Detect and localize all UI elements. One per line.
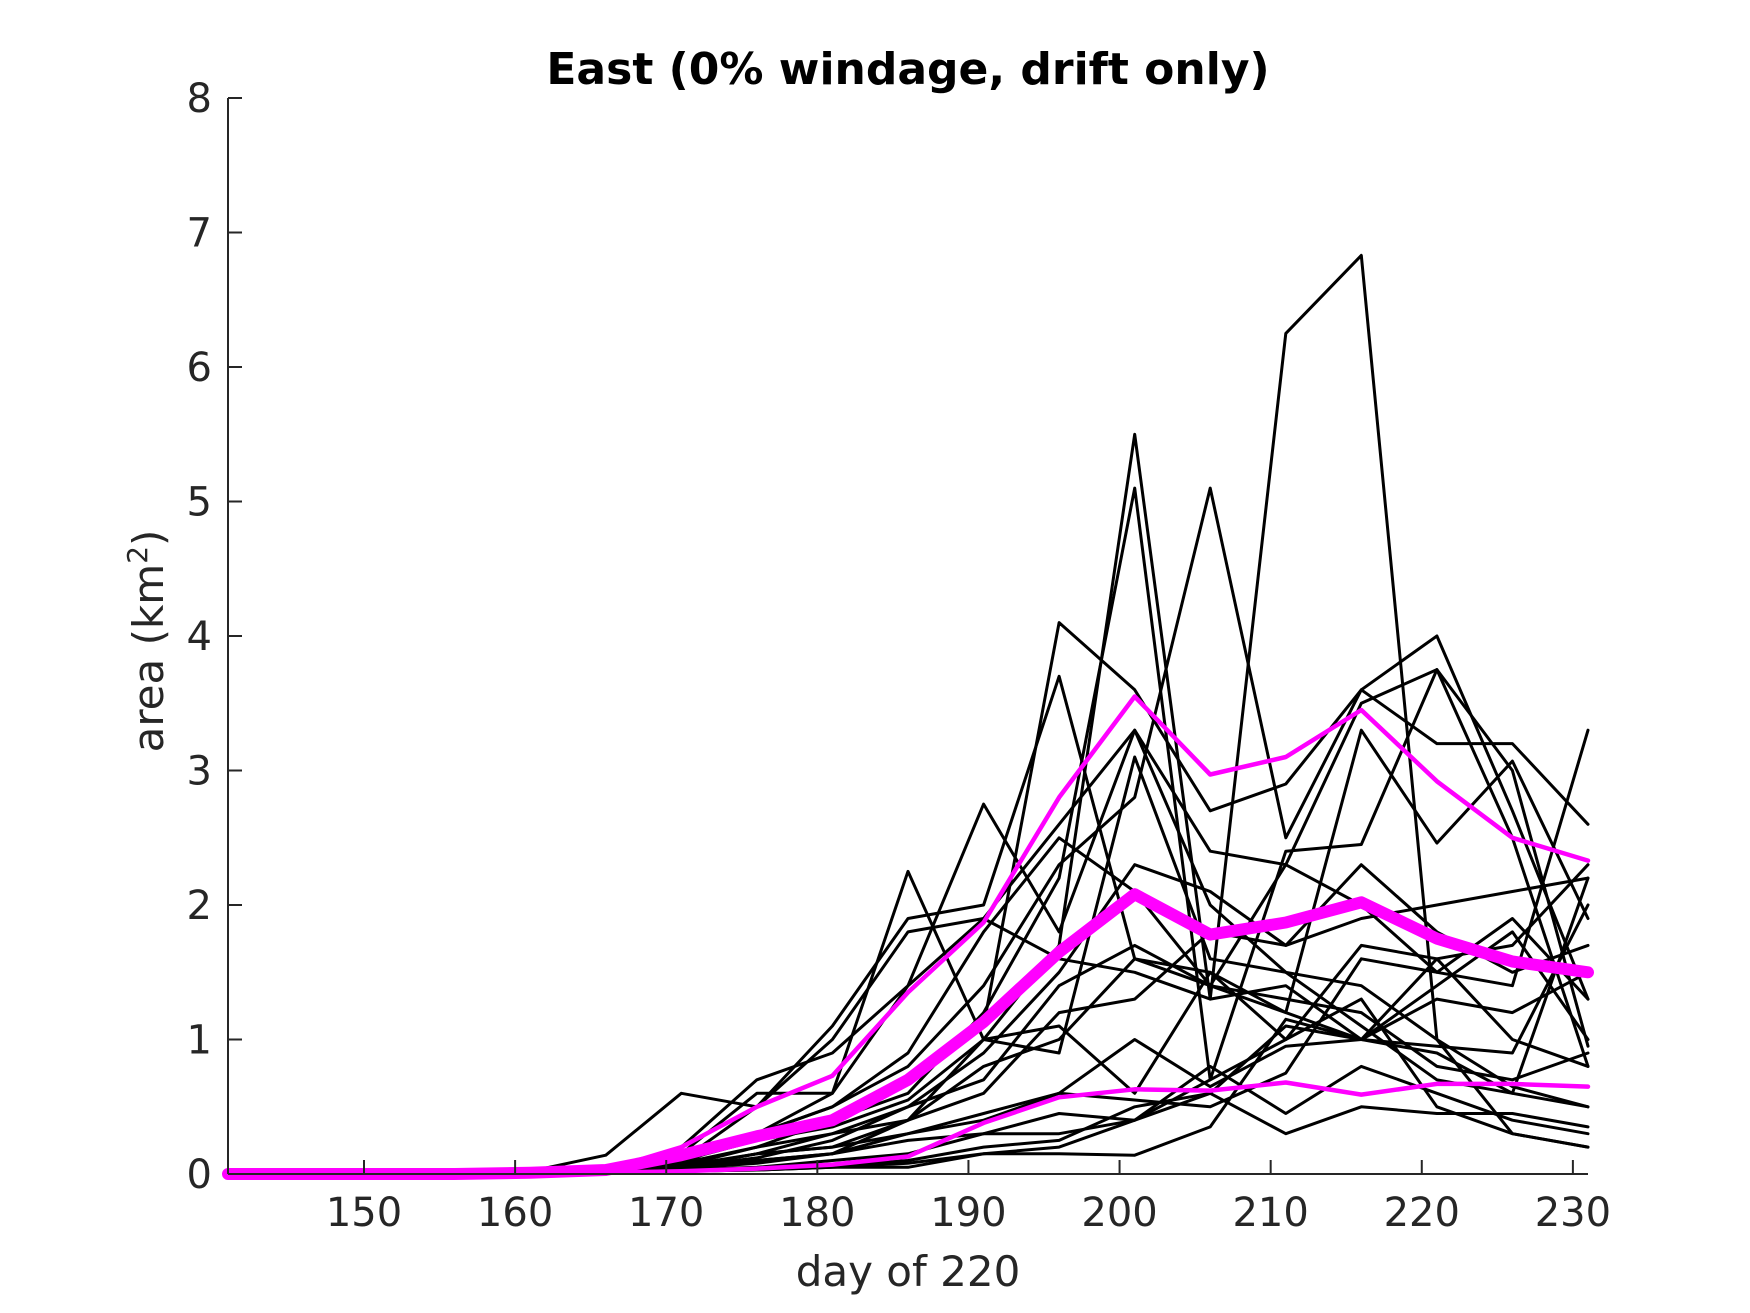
x-tick-label: 180: [779, 1190, 855, 1236]
y-tick-label: 0: [187, 1152, 212, 1198]
y-tick-label: 1: [187, 1018, 212, 1064]
y-tick-label: 5: [187, 480, 212, 526]
y-tick-label: 2: [187, 883, 212, 929]
x-tick-label: 160: [477, 1190, 553, 1236]
x-tick-label: 150: [326, 1190, 402, 1236]
y-tick-label: 4: [187, 614, 212, 660]
x-ticks: 150 160 170 180 190 200 210 220 230: [326, 1160, 1611, 1236]
y-ticks: 0 1 2 3 4 5 6 7 8: [187, 76, 242, 1198]
chart-title: East (0% windage, drift only): [546, 44, 1269, 95]
y-axis-label-main: area (km: [124, 564, 173, 753]
y-tick-label: 3: [187, 749, 212, 795]
x-tick-label: 170: [628, 1190, 704, 1236]
y-tick-label: 7: [187, 211, 212, 257]
x-tick-label: 190: [930, 1190, 1006, 1236]
x-tick-label: 220: [1384, 1190, 1460, 1236]
x-axis-label: day of 220: [796, 1247, 1021, 1296]
x-tick-label: 200: [1081, 1190, 1157, 1236]
y-axis-label: area (km2): [121, 530, 173, 753]
x-tick-label: 230: [1535, 1190, 1611, 1236]
y-tick-label: 6: [187, 345, 212, 391]
y-axis-label-superscript: 2: [121, 546, 154, 564]
x-tick-label: 210: [1232, 1190, 1308, 1236]
y-tick-label: 8: [187, 76, 212, 122]
y-axis-label-close: ): [124, 530, 173, 546]
